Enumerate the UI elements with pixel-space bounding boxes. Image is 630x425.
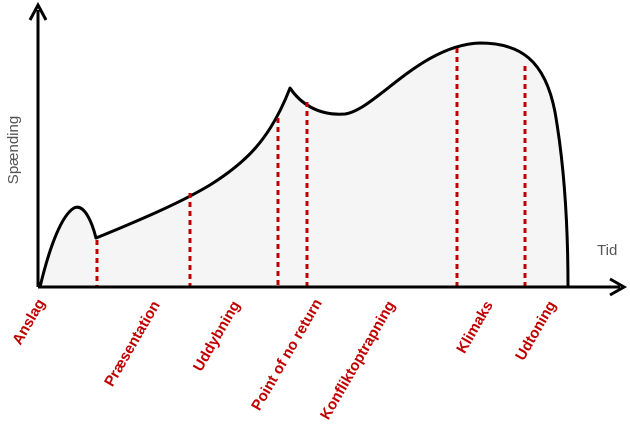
- x-axis-arrow-icon: [609, 277, 628, 297]
- phase-label-5: Konfliktoptrapning: [317, 298, 399, 423]
- phase-label-2: Præsentation: [101, 298, 164, 390]
- y-axis-label: Spænding: [5, 116, 22, 184]
- x-axis-label: Tid: [597, 242, 617, 259]
- phase-labels: Anslag Præsentation Uddybning Point of no r…: [9, 296, 560, 423]
- axes: [28, 1, 628, 297]
- y-axis-arrow-icon: [28, 1, 48, 21]
- phase-label-7: Udtoning: [512, 298, 560, 363]
- phase-label-4: Point of no return: [248, 296, 326, 413]
- phase-label-3: Uddybning: [190, 298, 244, 374]
- phase-markers: [95, 48, 527, 286]
- phase-label-1: Anslag: [9, 296, 49, 348]
- phase-label-6: Klimaks: [453, 298, 496, 356]
- tension-curve: [38, 41, 570, 289]
